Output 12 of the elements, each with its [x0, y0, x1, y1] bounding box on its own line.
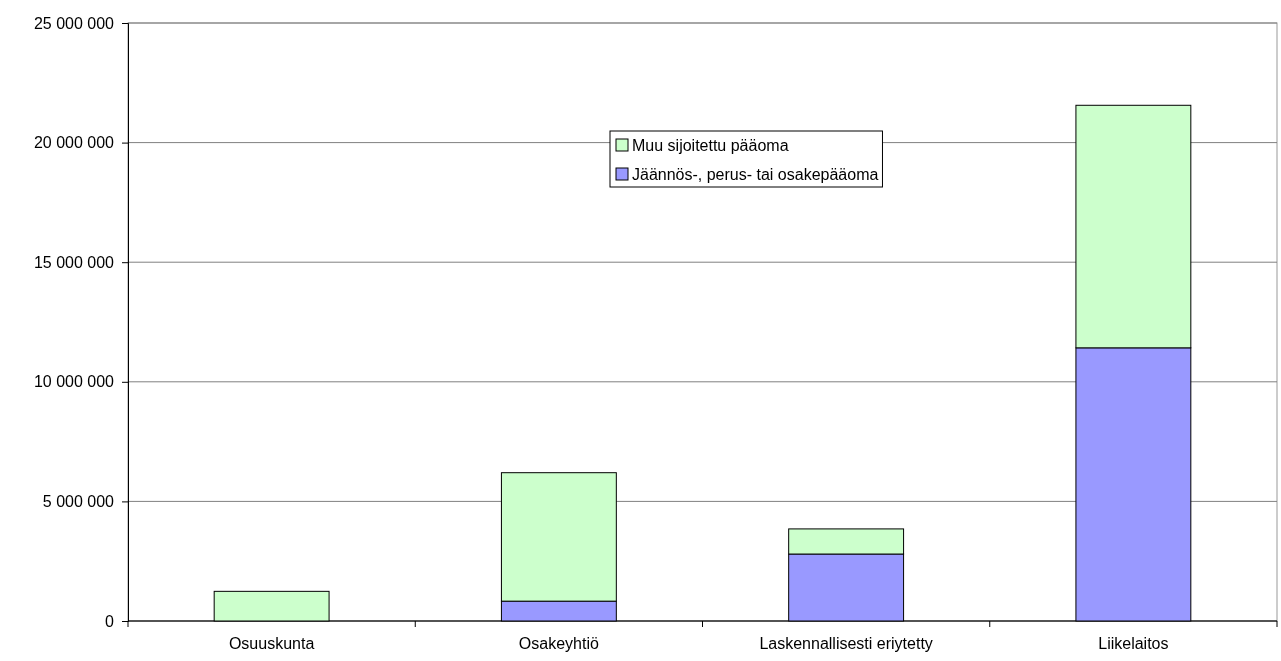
- x-tick-label: Osakeyhtiö: [518, 635, 599, 652]
- y-tick-label: 25 000 000: [33, 14, 115, 32]
- y-tick-label: 10 000 000: [33, 373, 115, 391]
- y-tick-label: 15 000 000: [33, 253, 115, 271]
- x-tick-label: Laskennallisesti eriytetty: [759, 635, 933, 652]
- y-tick-label: 0: [105, 612, 115, 630]
- legend-label: Muu sijoitettu pääoma: [632, 137, 789, 154]
- y-tick-label: 20 000 000: [33, 134, 115, 152]
- x-tick-label: Liikelaitos: [1098, 635, 1169, 652]
- legend-label: Jäännös-, perus- tai osakepääoma: [632, 166, 879, 183]
- y-tick-label: 5 000 000: [42, 493, 115, 511]
- x-tick-label: Osuuskunta: [228, 635, 315, 652]
